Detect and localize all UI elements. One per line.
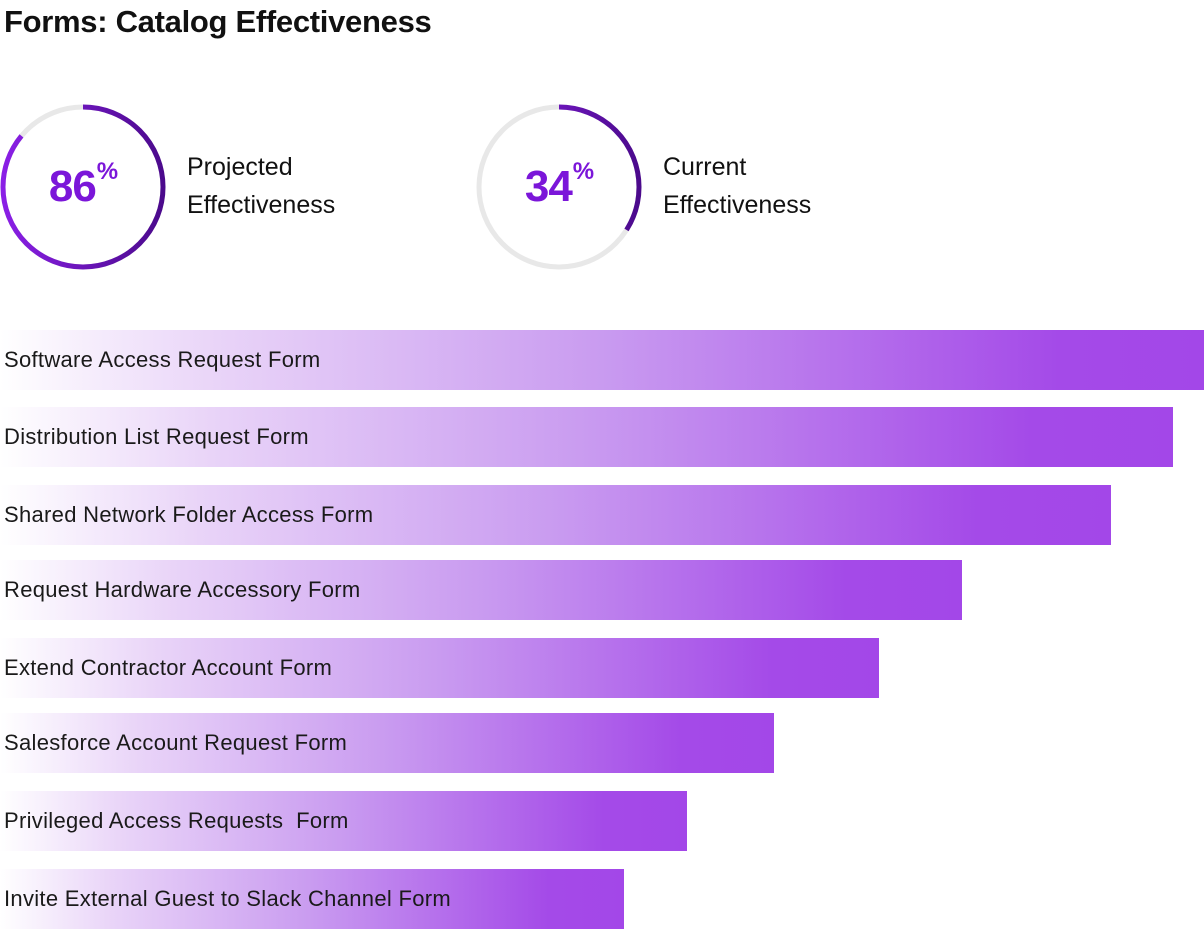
bar: Shared Network Folder Access Form <box>0 485 1112 545</box>
current-progress-ring <box>476 104 642 270</box>
projected-progress-ring <box>0 104 166 270</box>
projected-label: Projected Effectiveness <box>187 153 336 219</box>
bar: Salesforce Account Request Form <box>0 713 775 773</box>
current-label: Current Effectiveness <box>663 153 812 219</box>
bar-label: Invite External Guest to Slack Channel F… <box>4 886 451 911</box>
bar: Invite External Guest to Slack Channel F… <box>0 869 624 929</box>
bar: Request Hardware Accessory Form <box>0 560 962 620</box>
bar-label: Privileged Access Requests Form <box>4 808 349 833</box>
bar: Extend Contractor Account Form <box>0 638 879 698</box>
bar: Privileged Access Requests Form <box>0 791 688 851</box>
bar-label: Extend Contractor Account Form <box>4 655 333 680</box>
bar: Software Access Request Form <box>0 330 1204 390</box>
bar: Distribution List Request Form <box>0 407 1173 467</box>
bar-label: Shared Network Folder Access Form <box>4 502 374 527</box>
bar-label: Distribution List Request Form <box>4 424 309 449</box>
projected-effectiveness-kpi: 86% Projected Effectiveness <box>0 104 480 272</box>
projected-value: 86% <box>48 158 118 211</box>
bar-label: Salesforce Account Request Form <box>4 730 348 755</box>
bar-label: Software Access Request Form <box>4 347 321 372</box>
current-effectiveness-kpi: 34% Current Effectiveness <box>476 104 956 272</box>
bar-label: Request Hardware Accessory Form <box>4 577 361 602</box>
page-title: Forms: Catalog Effectiveness <box>4 4 432 39</box>
current-value: 34% <box>524 158 594 211</box>
